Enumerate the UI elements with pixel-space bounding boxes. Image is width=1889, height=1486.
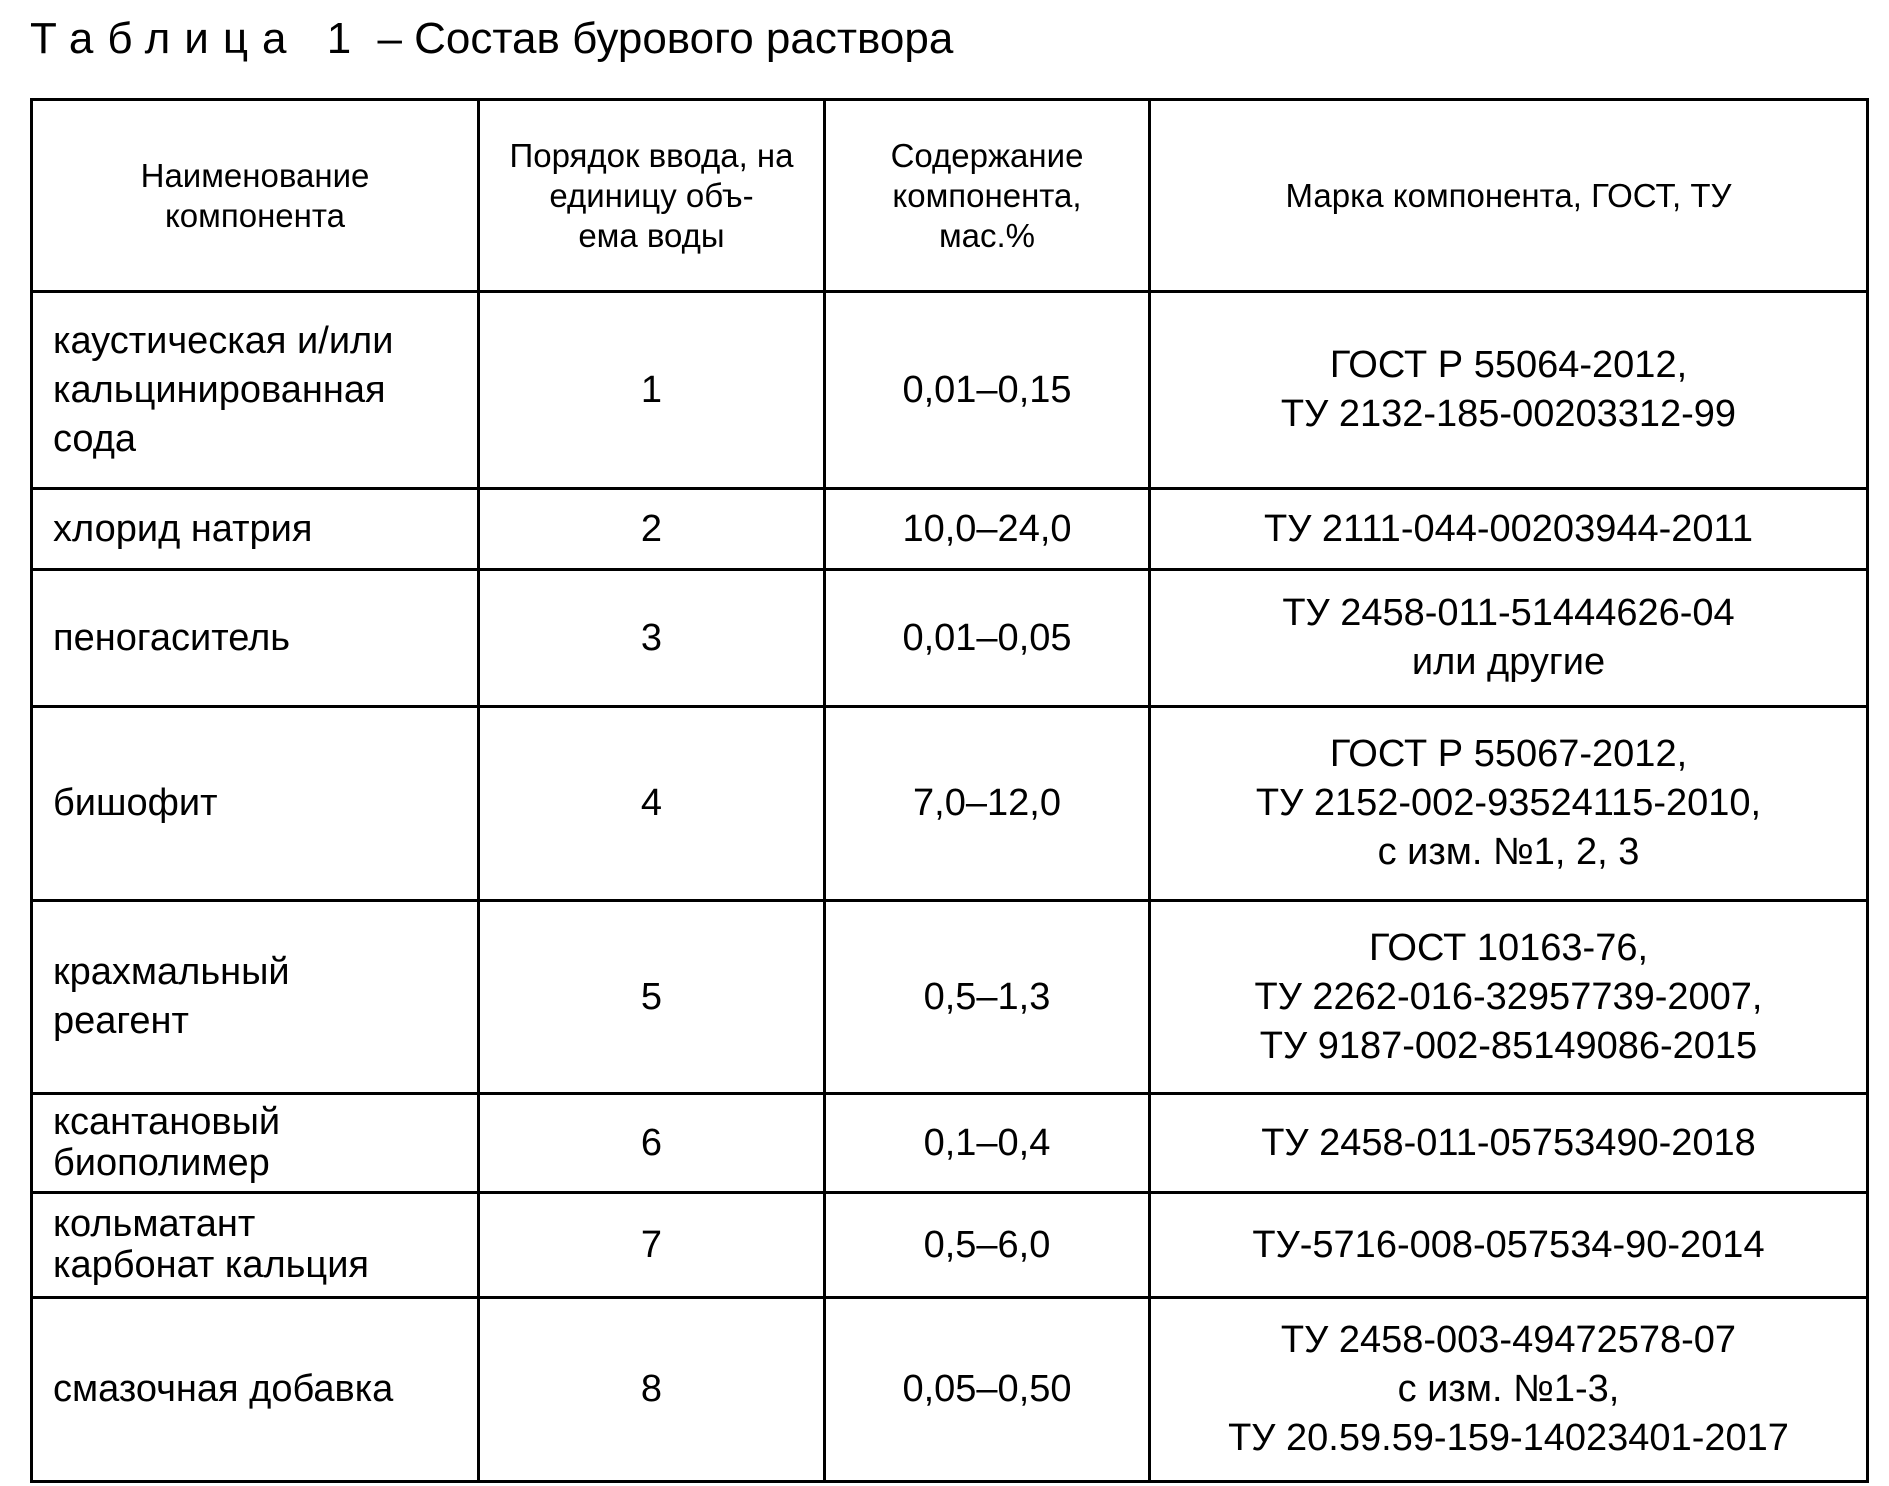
table-row: смазочная добавка80,05–0,50ТУ 2458-003-4… bbox=[32, 1298, 1868, 1482]
cell-name: крахмальный реагент bbox=[32, 901, 479, 1094]
table-row: крахмальный реагент50,5–1,3ГОСТ 10163-76… bbox=[32, 901, 1868, 1094]
cell-name: каустическая и/или кальцинированная сода bbox=[32, 292, 479, 489]
cell-content: 0,01–0,15 bbox=[825, 292, 1150, 489]
table-row: ксантановый биополимер60,1–0,4ТУ 2458-01… bbox=[32, 1094, 1868, 1193]
cell-grade: ТУ 2458-011-05753490-2018 bbox=[1150, 1094, 1868, 1193]
table-row: хлорид натрия210,0–24,0ТУ 2111-044-00203… bbox=[32, 489, 1868, 570]
table-row: каустическая и/или кальцинированная сода… bbox=[32, 292, 1868, 489]
cell-grade: ТУ 2458-003-49472578-07 с изм. №1-3, ТУ … bbox=[1150, 1298, 1868, 1482]
cell-order: 1 bbox=[479, 292, 825, 489]
cell-order: 8 bbox=[479, 1298, 825, 1482]
cell-grade: ТУ-5716-008-057534-90-2014 bbox=[1150, 1193, 1868, 1298]
composition-table: Наименование компонента Порядок ввода, н… bbox=[30, 98, 1869, 1483]
cell-name: ксантановый биополимер bbox=[32, 1094, 479, 1193]
cell-name: хлорид натрия bbox=[32, 489, 479, 570]
cell-order: 3 bbox=[479, 570, 825, 707]
header-order: Порядок ввода, на единицу объ- ема воды bbox=[479, 100, 825, 292]
cell-grade: ГОСТ Р 55067-2012, ТУ 2152-002-93524115-… bbox=[1150, 707, 1868, 901]
cell-content: 0,1–0,4 bbox=[825, 1094, 1150, 1193]
cell-order: 4 bbox=[479, 707, 825, 901]
header-content: Содержание компонента, мас.% bbox=[825, 100, 1150, 292]
table-row: пеногаситель30,01–0,05ТУ 2458-011-514446… bbox=[32, 570, 1868, 707]
cell-order: 6 bbox=[479, 1094, 825, 1193]
table-row: кольматант карбонат кальция70,5–6,0ТУ-57… bbox=[32, 1193, 1868, 1298]
cell-grade: ГОСТ Р 55064-2012, ТУ 2132-185-00203312-… bbox=[1150, 292, 1868, 489]
cell-name: кольматант карбонат кальция bbox=[32, 1193, 479, 1298]
cell-content: 0,05–0,50 bbox=[825, 1298, 1150, 1482]
cell-content: 0,01–0,05 bbox=[825, 570, 1150, 707]
cell-name: пеногаситель bbox=[32, 570, 479, 707]
table-caption: – Состав бурового раствора bbox=[377, 14, 953, 63]
header-grade: Марка компонента, ГОСТ, ТУ bbox=[1150, 100, 1868, 292]
header-row: Наименование компонента Порядок ввода, н… bbox=[32, 100, 1868, 292]
cell-name: смазочная добавка bbox=[32, 1298, 479, 1482]
cell-content: 0,5–1,3 bbox=[825, 901, 1150, 1094]
cell-grade: ТУ 2111-044-00203944-2011 bbox=[1150, 489, 1868, 570]
cell-order: 7 bbox=[479, 1193, 825, 1298]
cell-content: 7,0–12,0 bbox=[825, 707, 1150, 901]
cell-name: бишофит bbox=[32, 707, 479, 901]
cell-order: 5 bbox=[479, 901, 825, 1094]
cell-content: 0,5–6,0 bbox=[825, 1193, 1150, 1298]
cell-grade: ГОСТ 10163-76, ТУ 2262-016-32957739-2007… bbox=[1150, 901, 1868, 1094]
cell-content: 10,0–24,0 bbox=[825, 489, 1150, 570]
table-number: Таблица 1 bbox=[30, 14, 365, 63]
cell-order: 2 bbox=[479, 489, 825, 570]
cell-grade: ТУ 2458-011-51444626-04 или другие bbox=[1150, 570, 1868, 707]
table-row: бишофит47,0–12,0ГОСТ Р 55067-2012, ТУ 21… bbox=[32, 707, 1868, 901]
table-title: Таблица 1 – Состав бурового раствора bbox=[30, 14, 953, 64]
header-name: Наименование компонента bbox=[32, 100, 479, 292]
